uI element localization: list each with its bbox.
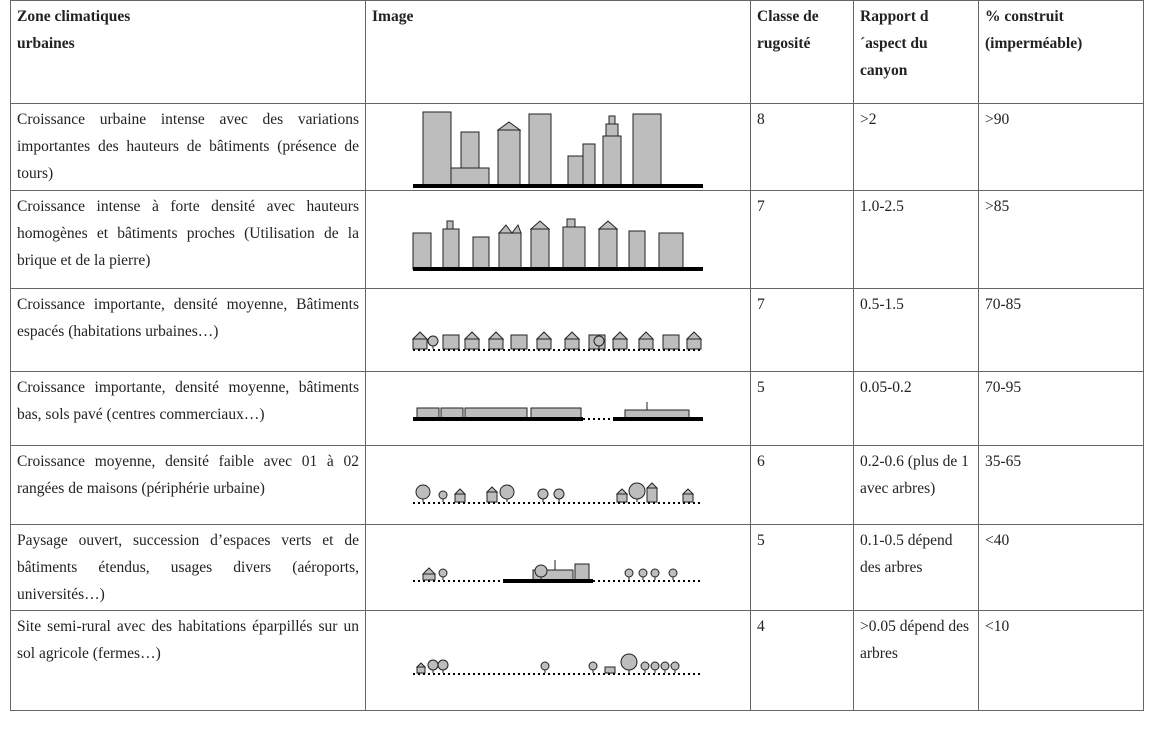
value-cell: 0.1-0.5 dépend des arbres [853,524,979,611]
image-cell [365,445,751,525]
image-cell [365,524,751,611]
urban-profile [413,401,703,421]
value-cell: 4 [750,610,854,711]
column-header: Zone climatiques urbaines [10,0,366,104]
urban-profile [412,218,703,271]
image-cell [365,190,751,289]
value-cell: 5 [750,371,854,446]
value-cell: 1.0-2.5 [853,190,979,289]
value-cell: 0.05-0.2 [853,371,979,446]
table-row: Croissance intense à forte densité avec … [10,190,1144,289]
zone-cell: Croissance moyenne, densité faible avec … [10,445,366,525]
zone-cell: Paysage ouvert, succession d’espaces ver… [10,524,366,611]
table-row: Site semi-rural avec des habitations épa… [10,610,1144,711]
urban-profile [411,331,703,351]
image-cell [365,610,751,711]
zone-cell: Site semi-rural avec des habitations épa… [10,610,366,711]
value-cell: >85 [978,190,1144,289]
value-cell: 5 [750,524,854,611]
zone-cell: Croissance importante, densité moyenne, … [10,288,366,372]
climate-table: Zone climatiques urbaines Image Classe de … [10,0,1144,711]
header-row: Zone climatiques urbaines Image Classe de … [10,0,1144,104]
value-cell: 0.2-0.6 (plus de 1 avec arbres) [853,445,979,525]
value-cell: <40 [978,524,1144,611]
urban-profile [413,111,703,188]
zone-cell: Croissance importante, densité moyenne, … [10,371,366,446]
value-cell: >0.05 dépend des arbres [853,610,979,711]
image-cell [365,103,751,191]
column-header: Image [365,0,751,104]
value-cell: >2 [853,103,979,191]
value-cell: >90 [978,103,1144,191]
table-row: Croissance importante, densité moyenne, … [10,288,1144,372]
value-cell: 7 [750,288,854,372]
header-text: % construit (imperméable) [985,8,1083,52]
column-header: Classe de rugosité [750,0,854,104]
header-text: Zone climatiques urbaines [17,8,131,52]
header-text: Rapport d´aspect du canyon [860,8,929,79]
table-row: Paysage ouvert, succession d’espaces ver… [10,524,1144,611]
image-cell [365,371,751,446]
zone-cell: Croissance intense à forte densité avec … [10,190,366,289]
value-cell: 35-65 [978,445,1144,525]
zone-cell: Croissance urbaine intense avec des vari… [10,103,366,191]
value-cell: 70-95 [978,371,1144,446]
value-cell: 6 [750,445,854,525]
header-text: Classe de rugosité [757,8,819,52]
value-cell: 70-85 [978,288,1144,372]
urban-profile [413,482,703,504]
header-text: Image [372,8,414,25]
value-cell: 8 [750,103,854,191]
column-header: Rapport d´aspect du canyon [853,0,979,104]
value-cell: 7 [750,190,854,289]
table-body: Croissance urbaine intense avec des vari… [10,103,1144,711]
urban-profile [413,559,703,583]
urban-profile [413,653,703,675]
column-header: % construit (imperméable) [978,0,1144,104]
value-cell: <10 [978,610,1144,711]
table-row: Croissance importante, densité moyenne, … [10,371,1144,446]
table-row: Croissance urbaine intense avec des vari… [10,103,1144,191]
table-row: Croissance moyenne, densité faible avec … [10,445,1144,525]
value-cell: 0.5-1.5 [853,288,979,372]
image-cell [365,288,751,372]
